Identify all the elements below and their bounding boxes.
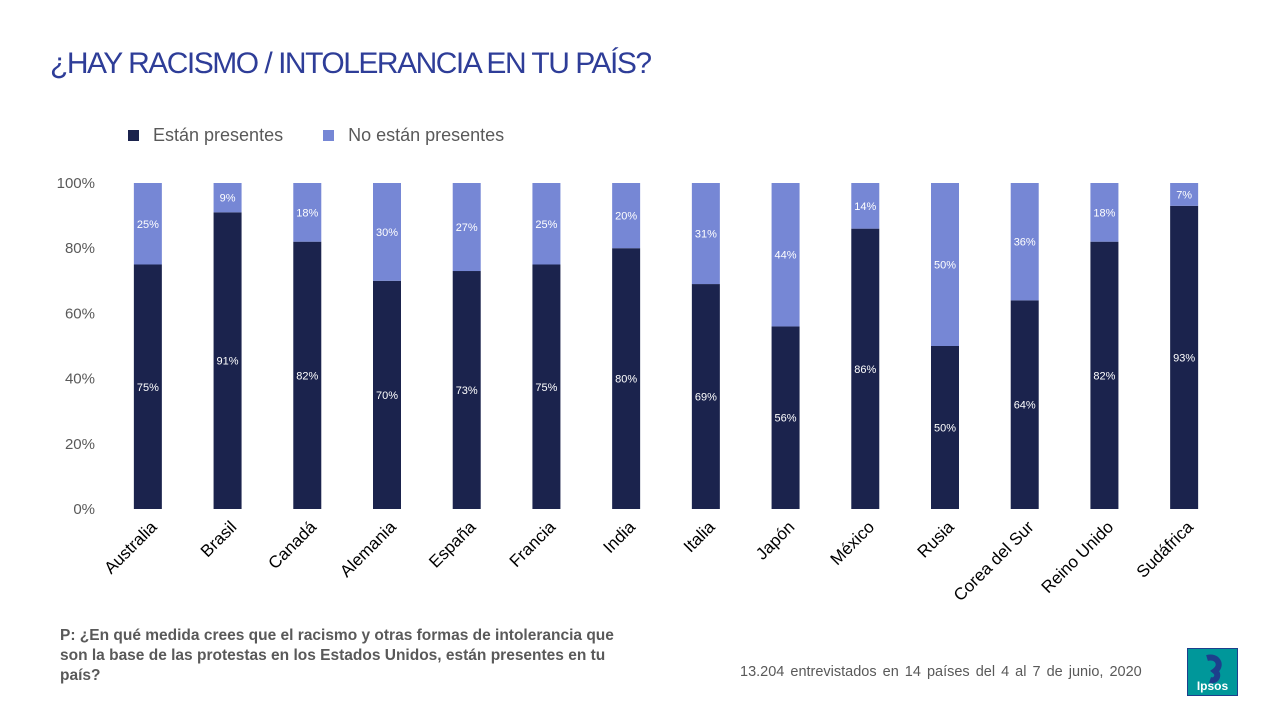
data-label-not-present: 25% xyxy=(137,219,159,231)
bar-not-present xyxy=(293,183,322,242)
legend-item-not-present: No están presentes xyxy=(323,125,504,146)
data-label-present: 75% xyxy=(137,382,159,394)
data-label-not-present: 20% xyxy=(615,211,637,223)
data-label-present: 75% xyxy=(535,382,557,394)
bar-not-present xyxy=(771,183,800,327)
data-label-present: 73% xyxy=(456,385,478,397)
data-label-present: 91% xyxy=(217,356,239,368)
legend-label-not-present: No están presentes xyxy=(348,125,505,145)
data-label-not-present: 44% xyxy=(775,250,797,262)
legend-item-present: Están presentes xyxy=(128,125,283,146)
bar-present xyxy=(771,326,800,509)
data-label-not-present: 36% xyxy=(1014,237,1036,249)
data-label-not-present: 7% xyxy=(1176,189,1192,201)
x-tick-label: México xyxy=(827,517,879,569)
data-label-not-present: 25% xyxy=(535,219,557,231)
bar-present xyxy=(373,280,401,509)
data-label-present: 70% xyxy=(376,390,398,402)
bar-not-present xyxy=(691,183,720,285)
bar-not-present xyxy=(452,183,481,272)
legend-swatch-not-present xyxy=(323,130,335,141)
data-label-not-present: 50% xyxy=(934,260,956,272)
x-tick-label: Canadá xyxy=(265,517,321,573)
bar-not-present xyxy=(612,183,641,249)
x-tick-label: Brasil xyxy=(197,517,240,560)
bar-present xyxy=(293,241,322,509)
bar-present xyxy=(851,228,880,509)
y-tick-label: 0% xyxy=(73,501,95,518)
bar-present xyxy=(1090,241,1119,509)
sample-footnote: 13.204 entrevistados en 14 países del 4 … xyxy=(740,664,1142,680)
ipsos-logo-text: Ipsos xyxy=(1196,679,1229,693)
data-label-not-present: 9% xyxy=(220,193,236,205)
bar-present xyxy=(452,271,481,509)
y-tick-label: 100% xyxy=(57,175,95,192)
ipsos-logo: Ipsos xyxy=(1187,648,1238,696)
x-tick-label: Corea del Sur xyxy=(950,517,1038,605)
x-tick-label: Sudáfrica xyxy=(1133,517,1198,582)
bar-not-present xyxy=(133,183,162,265)
data-label-not-present: 18% xyxy=(296,207,318,219)
x-tick-label: España xyxy=(425,517,480,572)
data-label-present: 93% xyxy=(1173,352,1195,364)
data-label-not-present: 30% xyxy=(376,227,398,239)
data-label-present: 80% xyxy=(615,374,637,386)
bar-not-present xyxy=(1010,183,1039,301)
bar-not-present xyxy=(1170,183,1199,206)
x-tick-label: Italia xyxy=(680,517,719,556)
y-tick-label: 80% xyxy=(65,240,95,257)
bar-not-present xyxy=(373,183,401,281)
x-tick-label: Francia xyxy=(506,517,560,571)
ipsos-logo-mark-icon xyxy=(1206,654,1222,684)
data-label-present: 69% xyxy=(695,392,717,404)
bar-not-present xyxy=(1090,183,1119,242)
y-tick-label: 20% xyxy=(65,436,95,453)
bar-present xyxy=(1010,300,1039,509)
data-label-present: 56% xyxy=(775,413,797,425)
x-tick-label: Alemania xyxy=(336,517,400,581)
stacked-bar-chart: 0% 20% 40% 60% 80% 100% 75% 25% Australia 91% 9% Br… xyxy=(57,175,1199,605)
x-tick-label: Reino Unido xyxy=(1038,517,1118,597)
data-label-present: 82% xyxy=(1093,370,1115,382)
x-tick-label: Japón xyxy=(752,517,798,563)
bar-present xyxy=(931,346,959,509)
chart-legend: Están presentes No están presentes xyxy=(128,125,504,146)
survey-question: P: ¿En qué medida crees que el racismo y… xyxy=(60,627,614,684)
legend-label-present: Están presentes xyxy=(153,125,284,145)
bar-present xyxy=(1170,205,1199,509)
data-label-present: 82% xyxy=(296,370,318,382)
bar-present xyxy=(213,212,242,509)
y-tick-label: 40% xyxy=(65,371,95,388)
data-label-present: 50% xyxy=(934,423,956,435)
data-label-not-present: 31% xyxy=(695,229,717,241)
data-label-not-present: 18% xyxy=(1093,207,1115,219)
bar-present xyxy=(612,248,641,509)
bar-present xyxy=(691,284,720,509)
bar-not-present xyxy=(851,183,880,229)
data-label-not-present: 14% xyxy=(854,201,876,213)
data-label-present: 64% xyxy=(1014,400,1036,412)
bar-not-present xyxy=(931,183,959,346)
bar-not-present xyxy=(213,183,242,213)
x-tick-label: India xyxy=(599,517,639,557)
legend-swatch-present xyxy=(128,130,139,141)
bar-present xyxy=(532,264,561,509)
data-label-present: 86% xyxy=(854,364,876,376)
bar-present xyxy=(133,264,162,509)
data-label-not-present: 27% xyxy=(456,222,478,234)
page-title: ¿HAY RACISMO / INTOLERANCIA EN TU PAÍS? xyxy=(50,47,652,80)
bar-not-present xyxy=(532,183,561,265)
x-tick-label: Australia xyxy=(100,517,161,578)
y-tick-label: 60% xyxy=(65,305,95,322)
x-tick-label: Rusia xyxy=(914,517,959,562)
